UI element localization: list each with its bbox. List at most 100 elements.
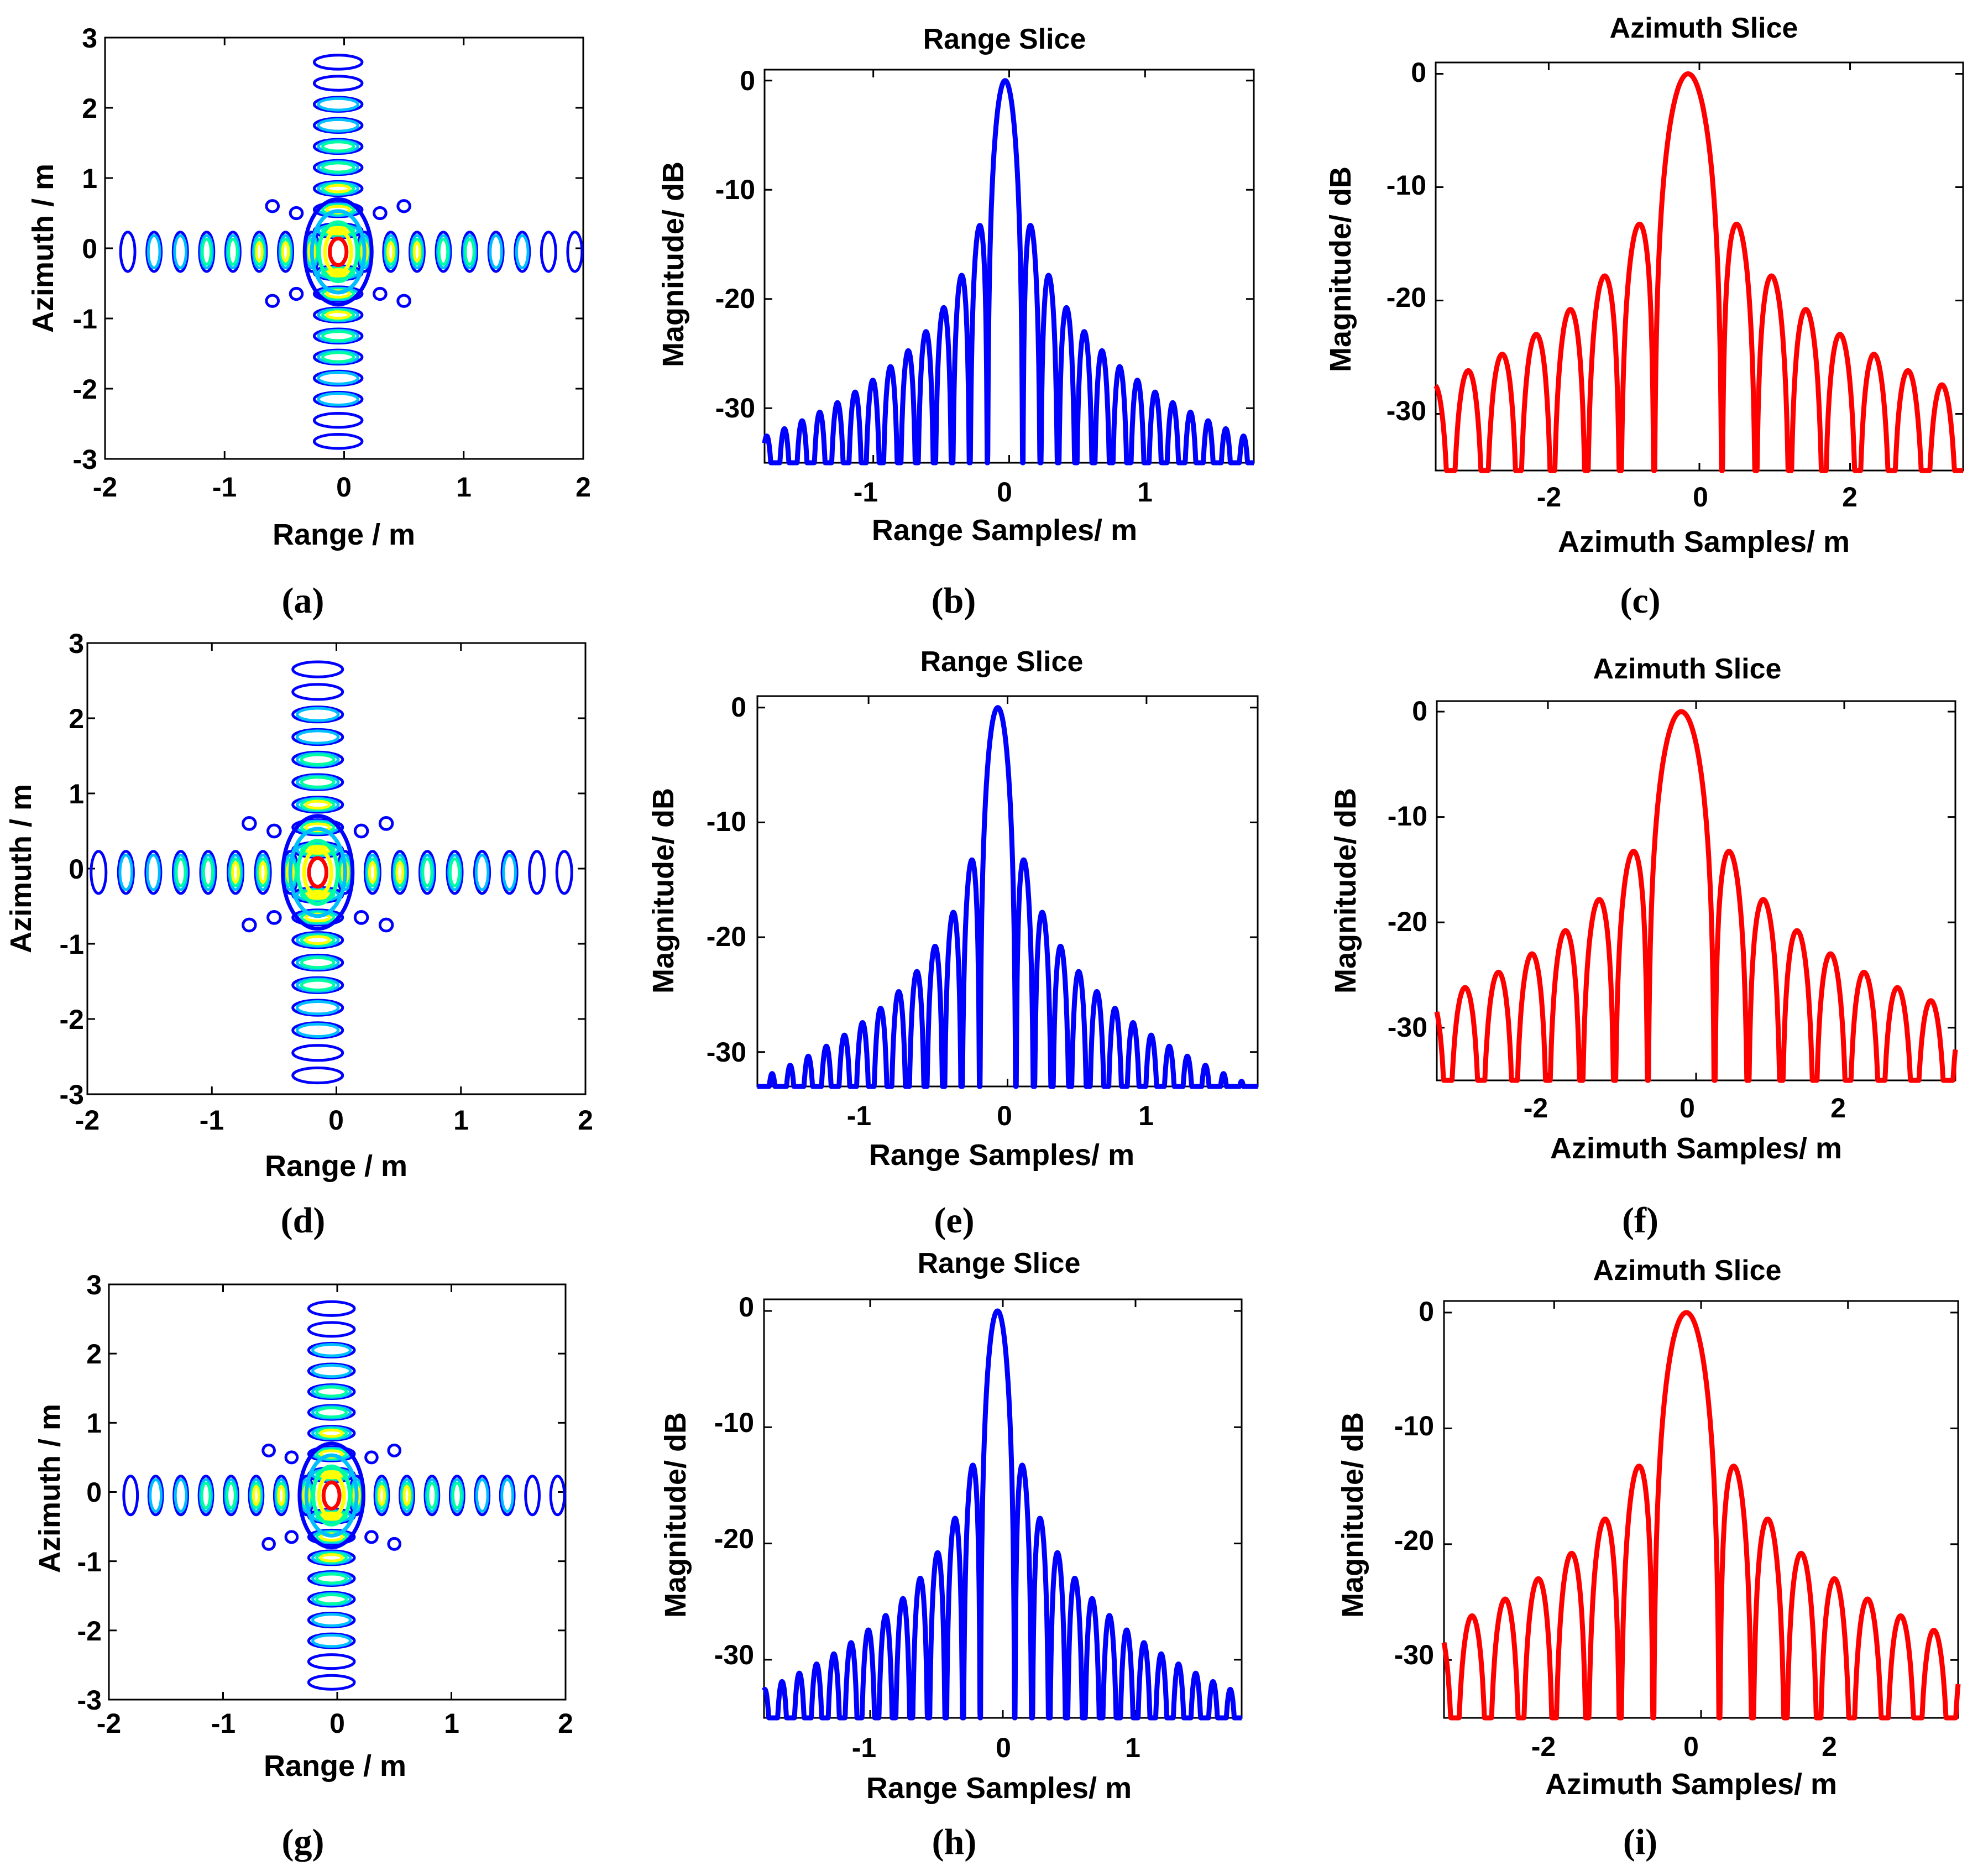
chart-title: Range Slice	[920, 646, 1084, 678]
y-axis-label: Magnitude/ dB	[647, 788, 680, 994]
line-marks	[755, 696, 1260, 1089]
contour-ring	[502, 854, 517, 891]
contour-ring	[242, 816, 257, 831]
y-tick-label: 0	[740, 65, 755, 96]
contour-ring	[307, 1674, 356, 1691]
plot-area	[108, 1283, 567, 1701]
contour-ring	[329, 227, 347, 234]
contour-ring	[382, 231, 400, 273]
contour-ring	[317, 118, 359, 133]
contour-ring	[353, 823, 369, 839]
y-tick-label: 2	[82, 93, 97, 124]
x-tick-label: -2	[1537, 482, 1561, 513]
contour-ring	[321, 351, 355, 363]
contour-ring	[395, 861, 405, 884]
contour-ring	[436, 234, 451, 270]
panel-c: -2 0 2 0 -10 -20 -30 Azimuth Slice Azimu…	[1324, 12, 1966, 621]
contour-ring	[364, 1450, 379, 1465]
contour-ring	[297, 1441, 365, 1550]
contour-ring	[288, 827, 347, 918]
contour-ring	[385, 237, 397, 266]
contour-ring	[473, 850, 491, 895]
x-tick-label: 2	[1830, 1093, 1846, 1123]
contour-ring	[265, 199, 280, 213]
contour-ring	[317, 371, 359, 385]
panel-e: -1 0 1 0 -10 -20 -30 Range Slice Range S…	[647, 646, 1260, 1241]
y-tick-label: 0	[731, 692, 746, 723]
x-tick-label: 2	[558, 1708, 573, 1739]
contour-ring	[451, 1481, 463, 1509]
contour-ring	[323, 1513, 340, 1520]
panel-i: -2 0 2 0 -10 -20 -30 Azimuth Slice Azimu…	[1336, 1255, 1961, 1862]
contour-marks	[86, 642, 587, 1095]
contour-ring	[421, 857, 433, 887]
contour-ring	[315, 1386, 348, 1398]
contour-ring	[300, 776, 336, 788]
x-axis-label: Range / m	[264, 1749, 406, 1783]
contour-ring	[119, 231, 137, 273]
y-tick-label: 0	[82, 233, 97, 264]
contour-ring	[254, 850, 272, 895]
contour-ring	[255, 241, 264, 263]
contour-ring	[296, 707, 340, 722]
x-tick-label: 1	[1138, 1100, 1154, 1131]
contour-ring	[514, 231, 531, 273]
contour-marks	[104, 36, 584, 460]
contour-ring	[257, 857, 269, 887]
contour-ring	[242, 917, 257, 933]
panel-f: -2 0 2 0 -10 -20 -30 Azimuth Slice Azimu…	[1329, 653, 1958, 1241]
contour-ring	[311, 1464, 352, 1527]
chart-title: Range Slice	[918, 1247, 1081, 1279]
contour-ring	[312, 433, 364, 450]
y-tick-label: -3	[60, 1079, 84, 1110]
contour-ring	[317, 1472, 346, 1518]
panel-label: (e)	[934, 1200, 974, 1241]
contour-ring	[304, 935, 331, 945]
x-tick-label: -2	[75, 1105, 100, 1136]
contour-ring	[291, 660, 344, 678]
contour-ring	[396, 199, 411, 213]
contour-ring	[226, 1481, 237, 1509]
contour-ring	[391, 850, 409, 895]
x-axis-label: Azimuth Samples/ m	[1545, 1768, 1837, 1801]
x-axis-label: Azimuth Samples/ m	[1550, 1132, 1842, 1165]
contour-ring	[284, 1450, 299, 1465]
y-axis-label: Magnitude/ dB	[657, 161, 690, 367]
contour-ring	[475, 1478, 489, 1513]
contour-ring	[171, 850, 190, 895]
chart-title: Azimuth Slice	[1610, 12, 1798, 44]
y-axis-label: Magnitude/ dB	[659, 1412, 692, 1618]
panel-label: (f)	[1622, 1200, 1658, 1241]
y-tick-label: -10	[707, 806, 746, 837]
x-tick-label: 0	[1679, 1093, 1695, 1123]
panel-a: -2 -1 0 1 2 -3 -2 -1 0 1 2 3 Range / m A…	[27, 23, 591, 621]
contour-ring	[122, 1475, 139, 1517]
x-tick-label: -2	[97, 1708, 121, 1739]
y-tick-label: -20	[714, 1523, 754, 1554]
contour-ring	[284, 1530, 299, 1544]
x-tick-label: 0	[997, 1100, 1012, 1131]
x-tick-label: 0	[997, 477, 1012, 508]
y-tick-label: -30	[714, 1639, 754, 1670]
contour-ring	[317, 97, 359, 112]
x-axis-label: Range Samples/ m	[872, 514, 1137, 547]
contour-ring	[199, 234, 214, 270]
y-axis-label: Azimuth / m	[33, 1404, 66, 1573]
x-tick-label: 1	[453, 1105, 469, 1136]
contour-ring	[277, 231, 295, 273]
contour-ring	[555, 850, 573, 895]
x-axis-label: Range / m	[273, 518, 415, 551]
y-tick-label: -3	[77, 1685, 102, 1716]
contour-ring	[291, 683, 344, 701]
contour-ring	[378, 816, 394, 831]
contour-ring	[353, 910, 369, 925]
contour-ring	[383, 234, 398, 270]
contour-ring	[315, 1593, 348, 1606]
contour-ring	[173, 234, 188, 270]
contour-ring	[311, 1343, 352, 1357]
contour-ring	[201, 854, 216, 891]
contour-ring	[310, 209, 367, 295]
y-tick-label: 0	[86, 1477, 102, 1508]
x-tick-label: -1	[854, 477, 878, 508]
contour-ring	[201, 237, 213, 266]
